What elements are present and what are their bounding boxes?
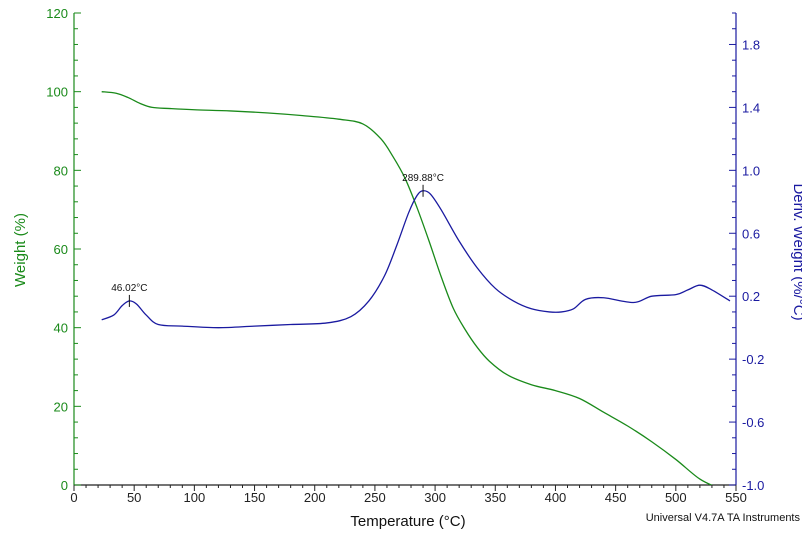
chart-series <box>101 91 731 485</box>
y-right-tick-label: -0.6 <box>742 415 764 430</box>
y-left-tick-label: 60 <box>54 242 68 257</box>
y-right-axis-title: Deriv. Weight (%/°C) <box>790 183 802 320</box>
y-left-axis-title: Weight (%) <box>12 213 29 287</box>
chart-annotations: 46.02°C 289.88°C <box>111 173 444 307</box>
y-right-tick-label: 1.8 <box>742 37 760 52</box>
instrument-footer: Universal V4.7A TA Instruments <box>645 512 800 524</box>
x-tick-label: 250 <box>364 490 386 505</box>
x-tick-label: 50 <box>127 490 141 505</box>
peak-label: 46.02°C <box>111 283 147 294</box>
y-right-tick-label: 1.4 <box>742 100 760 115</box>
y-left-tick-label: 40 <box>54 321 68 336</box>
y-left-tick-label: 100 <box>46 85 68 100</box>
y-left-tick-label: 80 <box>54 163 68 178</box>
y-left-tick-label: 20 <box>54 399 68 414</box>
x-axis-title: Temperature (°C) <box>350 513 465 530</box>
x-tick-label: 350 <box>484 490 506 505</box>
derivative-curve <box>101 190 731 329</box>
x-tick-label: 200 <box>304 490 326 505</box>
chart-axes: 0 20 40 60 80 100 120 -1.0 -0.6 -0.2 0.2 0.6 1.0 1.4 1… <box>46 6 764 505</box>
y-right-tick-label: 0.6 <box>742 226 760 241</box>
x-tick-label: 150 <box>244 490 266 505</box>
y-right-tick-label: -1.0 <box>742 478 764 493</box>
y-left-tick-label: 0 <box>61 478 68 493</box>
x-tick-label: 100 <box>184 490 206 505</box>
weight-curve <box>101 91 713 485</box>
y-right-tick-label: 0.2 <box>742 289 760 304</box>
x-tick-label: 450 <box>605 490 627 505</box>
y-right-tick-label: 1.0 <box>742 163 760 178</box>
peak-label: 289.88°C <box>402 173 444 184</box>
x-tick-label: 500 <box>665 490 687 505</box>
x-tick-label: 0 <box>70 490 77 505</box>
x-tick-label: 400 <box>545 490 567 505</box>
y-left-tick-label: 120 <box>46 6 68 21</box>
y-right-tick-label: -0.2 <box>742 352 764 367</box>
x-tick-label: 550 <box>725 490 747 505</box>
x-tick-label: 300 <box>424 490 446 505</box>
